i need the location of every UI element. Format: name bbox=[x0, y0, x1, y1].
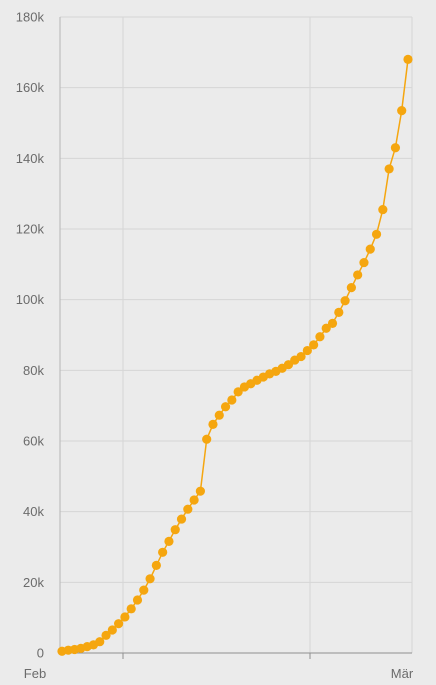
data-point bbox=[403, 54, 413, 64]
data-series bbox=[57, 54, 413, 656]
data-point bbox=[302, 345, 312, 356]
data-point bbox=[95, 637, 105, 647]
data-point bbox=[334, 307, 344, 317]
y-tick-label: 100k bbox=[16, 292, 45, 307]
data-point bbox=[195, 486, 205, 496]
y-tick-label: 0 bbox=[37, 646, 44, 661]
data-point bbox=[353, 270, 363, 280]
y-tick-label: 80k bbox=[23, 363, 44, 378]
data-point bbox=[321, 323, 331, 333]
data-point bbox=[365, 244, 375, 254]
x-tick-label: Mär bbox=[391, 666, 414, 681]
data-point bbox=[371, 229, 382, 239]
data-point bbox=[397, 106, 407, 116]
data-point bbox=[176, 514, 187, 524]
data-point bbox=[208, 419, 218, 429]
data-point bbox=[170, 525, 180, 535]
data-point bbox=[189, 495, 199, 505]
data-point bbox=[214, 410, 224, 420]
data-point bbox=[183, 504, 193, 514]
data-point bbox=[296, 351, 306, 362]
data-point bbox=[145, 574, 155, 584]
y-tick-label: 140k bbox=[16, 151, 45, 166]
gridlines bbox=[59, 16, 413, 653]
y-tick-label: 40k bbox=[23, 504, 44, 519]
x-axis-tick-labels: Feb Mär bbox=[24, 653, 414, 681]
data-point bbox=[107, 625, 117, 635]
data-point bbox=[390, 143, 401, 153]
data-point bbox=[220, 402, 231, 412]
data-point bbox=[132, 595, 143, 605]
data-point bbox=[283, 360, 294, 370]
data-point bbox=[202, 434, 212, 444]
data-point bbox=[233, 387, 243, 397]
data-point bbox=[120, 612, 130, 622]
y-axis-tick-labels: 0 20k 40k 60k 80k 100k 120k 140k 160k 180k bbox=[16, 10, 45, 661]
data-point bbox=[126, 604, 136, 614]
data-point bbox=[378, 204, 388, 215]
data-point bbox=[315, 332, 325, 342]
y-tick-label: 20k bbox=[23, 575, 44, 590]
y-tick-label: 120k bbox=[16, 222, 45, 237]
data-point bbox=[327, 318, 338, 328]
data-point bbox=[359, 257, 369, 268]
y-tick-label: 180k bbox=[16, 10, 45, 25]
data-point bbox=[384, 164, 394, 174]
data-point bbox=[346, 283, 356, 293]
data-point bbox=[227, 395, 237, 405]
data-point bbox=[101, 630, 111, 640]
y-tick-label: 160k bbox=[16, 80, 45, 95]
data-point bbox=[114, 619, 124, 629]
data-point bbox=[151, 560, 161, 570]
data-point bbox=[309, 340, 319, 350]
data-point bbox=[340, 296, 350, 306]
data-point bbox=[139, 585, 149, 595]
x-tick-label: Feb bbox=[24, 666, 46, 681]
data-point bbox=[164, 536, 174, 546]
data-point bbox=[158, 547, 168, 557]
y-tick-label: 60k bbox=[23, 434, 44, 449]
